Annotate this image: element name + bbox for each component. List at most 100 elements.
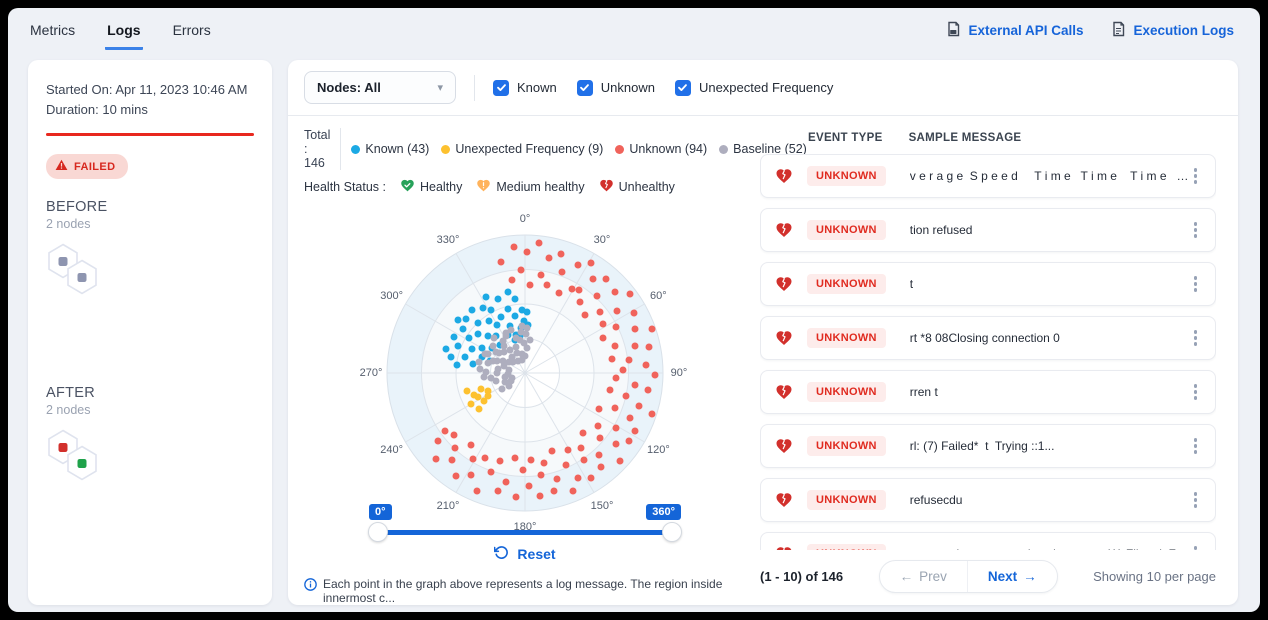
data-point-baseline[interactable]	[523, 324, 531, 332]
data-point-baseline[interactable]	[523, 344, 531, 352]
data-point-baseline[interactable]	[482, 368, 490, 376]
data-point-unknown[interactable]	[441, 427, 449, 435]
data-point-baseline[interactable]	[507, 377, 515, 385]
data-point-baseline[interactable]	[508, 374, 516, 382]
data-point-unknown[interactable]	[619, 366, 627, 374]
data-point-known[interactable]	[484, 332, 492, 340]
data-point-known[interactable]	[454, 316, 462, 324]
external-api-calls-link[interactable]: External API Calls	[946, 21, 1083, 40]
data-point-unexpected-frequency[interactable]	[484, 387, 492, 395]
data-point-unknown[interactable]	[550, 487, 558, 495]
data-point-unknown[interactable]	[631, 381, 639, 389]
data-point-unknown[interactable]	[597, 463, 605, 471]
data-point-known[interactable]	[474, 319, 482, 327]
data-point-unknown[interactable]	[452, 472, 460, 480]
row-menu-kebab-icon[interactable]	[1190, 164, 1202, 188]
data-point-unknown[interactable]	[553, 475, 561, 483]
data-point-baseline[interactable]	[504, 370, 512, 378]
execution-logs-link[interactable]: Execution Logs	[1111, 21, 1234, 40]
data-point-baseline[interactable]	[505, 358, 513, 366]
data-point-baseline[interactable]	[520, 339, 528, 347]
data-point-unknown[interactable]	[631, 342, 639, 350]
data-point-unknown[interactable]	[587, 474, 595, 482]
data-point-known[interactable]	[493, 321, 501, 329]
data-point-unknown[interactable]	[595, 405, 603, 413]
data-point-baseline[interactable]	[512, 334, 520, 342]
data-point-unknown[interactable]	[555, 289, 563, 297]
data-point-baseline[interactable]	[492, 377, 500, 385]
row-menu-kebab-icon[interactable]	[1190, 434, 1202, 458]
data-point-baseline[interactable]	[501, 373, 509, 381]
data-point-known[interactable]	[485, 317, 493, 325]
data-point-unknown[interactable]	[574, 474, 582, 481]
data-point-unknown[interactable]	[644, 386, 652, 394]
data-point-known[interactable]	[447, 353, 455, 361]
data-point-unknown[interactable]	[612, 374, 620, 382]
data-point-baseline[interactable]	[506, 346, 514, 354]
data-point-known[interactable]	[494, 295, 502, 303]
data-point-unknown[interactable]	[467, 471, 475, 479]
data-point-baseline[interactable]	[517, 328, 525, 336]
data-point-known[interactable]	[454, 342, 462, 350]
data-point-known[interactable]	[482, 293, 490, 301]
data-point-unknown[interactable]	[535, 239, 543, 247]
data-point-baseline[interactable]	[508, 353, 516, 361]
data-point-known[interactable]	[487, 306, 495, 314]
tab-metrics[interactable]: Metrics	[30, 22, 76, 38]
data-point-unknown[interactable]	[625, 356, 633, 364]
data-point-baseline[interactable]	[518, 322, 526, 330]
data-point-known[interactable]	[523, 308, 531, 316]
data-point-unknown[interactable]	[577, 444, 585, 452]
data-point-unknown[interactable]	[599, 334, 607, 342]
data-point-unknown[interactable]	[635, 402, 643, 410]
data-point-baseline[interactable]	[493, 357, 501, 365]
data-point-baseline[interactable]	[509, 358, 517, 366]
data-point-known[interactable]	[516, 332, 524, 340]
data-point-known[interactable]	[453, 361, 460, 369]
data-point-known[interactable]	[442, 345, 450, 353]
data-point-unknown[interactable]	[497, 258, 505, 266]
data-point-known[interactable]	[468, 345, 476, 352]
data-point-unknown[interactable]	[511, 454, 519, 462]
data-point-unknown[interactable]	[581, 311, 589, 319]
slider-handle-min[interactable]	[368, 522, 388, 542]
data-point-known[interactable]	[520, 317, 528, 325]
data-point-baseline[interactable]	[499, 337, 507, 345]
data-point-unknown[interactable]	[576, 298, 584, 306]
data-point-unknown[interactable]	[569, 487, 577, 495]
data-point-unknown[interactable]	[537, 471, 545, 479]
data-point-unknown[interactable]	[558, 268, 566, 276]
data-point-unknown[interactable]	[481, 454, 489, 462]
data-point-baseline[interactable]	[522, 330, 530, 338]
row-menu-kebab-icon[interactable]	[1190, 380, 1202, 404]
checkbox-unknown[interactable]: Unknown	[576, 79, 655, 96]
data-point-baseline[interactable]	[495, 349, 503, 357]
data-point-unknown[interactable]	[630, 309, 638, 317]
slider-handle-max[interactable]	[662, 522, 682, 542]
data-point-unknown[interactable]	[626, 290, 634, 298]
data-point-unknown[interactable]	[612, 424, 620, 432]
row-menu-kebab-icon[interactable]	[1190, 542, 1202, 550]
data-point-baseline[interactable]	[490, 334, 498, 342]
data-point-unknown[interactable]	[575, 286, 583, 294]
data-point-baseline[interactable]	[518, 356, 526, 364]
data-point-unknown[interactable]	[523, 248, 531, 256]
data-point-unknown[interactable]	[579, 429, 587, 437]
data-point-unexpected-frequency[interactable]	[463, 387, 471, 395]
data-point-baseline[interactable]	[505, 382, 513, 390]
after-node-hexagon[interactable]	[65, 445, 99, 483]
data-point-unknown[interactable]	[596, 308, 604, 316]
data-point-baseline[interactable]	[480, 373, 488, 381]
data-point-unknown[interactable]	[510, 243, 518, 251]
data-point-unexpected-frequency[interactable]	[470, 391, 478, 399]
next-button[interactable]: Next →	[968, 561, 1057, 592]
data-point-known[interactable]	[450, 333, 458, 341]
data-point-baseline[interactable]	[494, 365, 502, 373]
data-point-known[interactable]	[474, 330, 482, 338]
data-point-baseline[interactable]	[498, 385, 506, 393]
data-point-baseline[interactable]	[502, 332, 510, 340]
data-point-unknown[interactable]	[432, 455, 440, 463]
data-point-unknown[interactable]	[648, 325, 656, 333]
data-point-known[interactable]	[497, 313, 505, 321]
data-point-known[interactable]	[496, 341, 504, 349]
